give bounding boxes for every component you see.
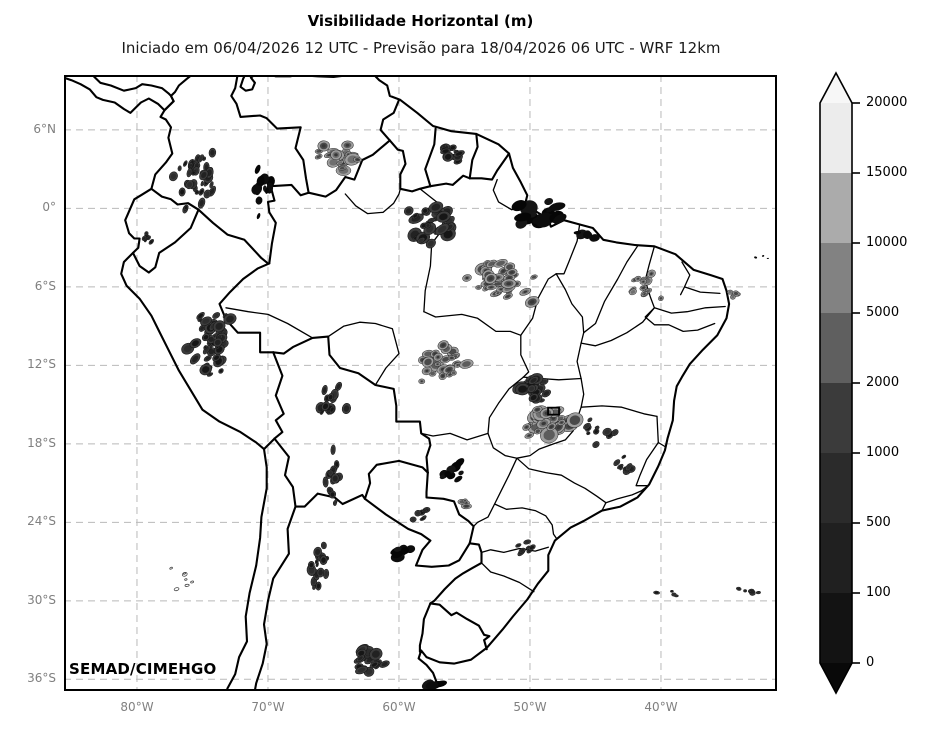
map-frame: [64, 75, 777, 691]
colorbar-tick-label: 1000: [866, 445, 900, 460]
station-marker: [547, 406, 560, 416]
colorbar-tick-label: 10000: [866, 235, 908, 250]
colorbar-tick-label: 500: [866, 515, 891, 530]
lat-tick-label: 30°S: [27, 593, 56, 607]
map-layers: [66, 77, 775, 689]
watermark: SEMAD/CIMEHGO: [69, 660, 217, 678]
lat-tick-label: 6°N: [33, 122, 56, 136]
lon-tick-label: 60°W: [382, 700, 416, 714]
colorbar-tick-label: 0: [866, 655, 875, 670]
visibility-contours: [141, 140, 770, 689]
lat-tick-label: 6°S: [34, 279, 56, 293]
lon-tick-label: 80°W: [120, 700, 154, 714]
map-canvas: [64, 75, 777, 691]
colorbar-tick-label: 100: [866, 585, 891, 600]
lon-tick-label: 40°W: [644, 700, 678, 714]
colorbar: [819, 71, 860, 695]
page-title: Visibilidade Horizontal (m): [307, 12, 534, 30]
colorbar-tick-label: 2000: [866, 375, 900, 390]
state-borders: [225, 178, 726, 593]
coastline-country-borders: [66, 77, 731, 689]
lon-tick-label: 50°W: [513, 700, 547, 714]
page-subtitle: Iniciado em 06/04/2026 12 UTC - Previsão…: [121, 39, 721, 57]
colorbar-tick-label: 20000: [866, 95, 908, 110]
lat-tick-label: 36°S: [27, 671, 56, 685]
lat-tick-label: 18°S: [27, 436, 56, 450]
lat-tick-label: 12°S: [27, 357, 56, 371]
lat-tick-label: 0°: [42, 200, 56, 214]
colorbar-tick-label: 5000: [866, 305, 900, 320]
lon-tick-label: 70°W: [251, 700, 285, 714]
colorbar-tick-label: 15000: [866, 165, 908, 180]
map-border: [64, 75, 777, 691]
lat-tick-label: 24°S: [27, 514, 56, 528]
